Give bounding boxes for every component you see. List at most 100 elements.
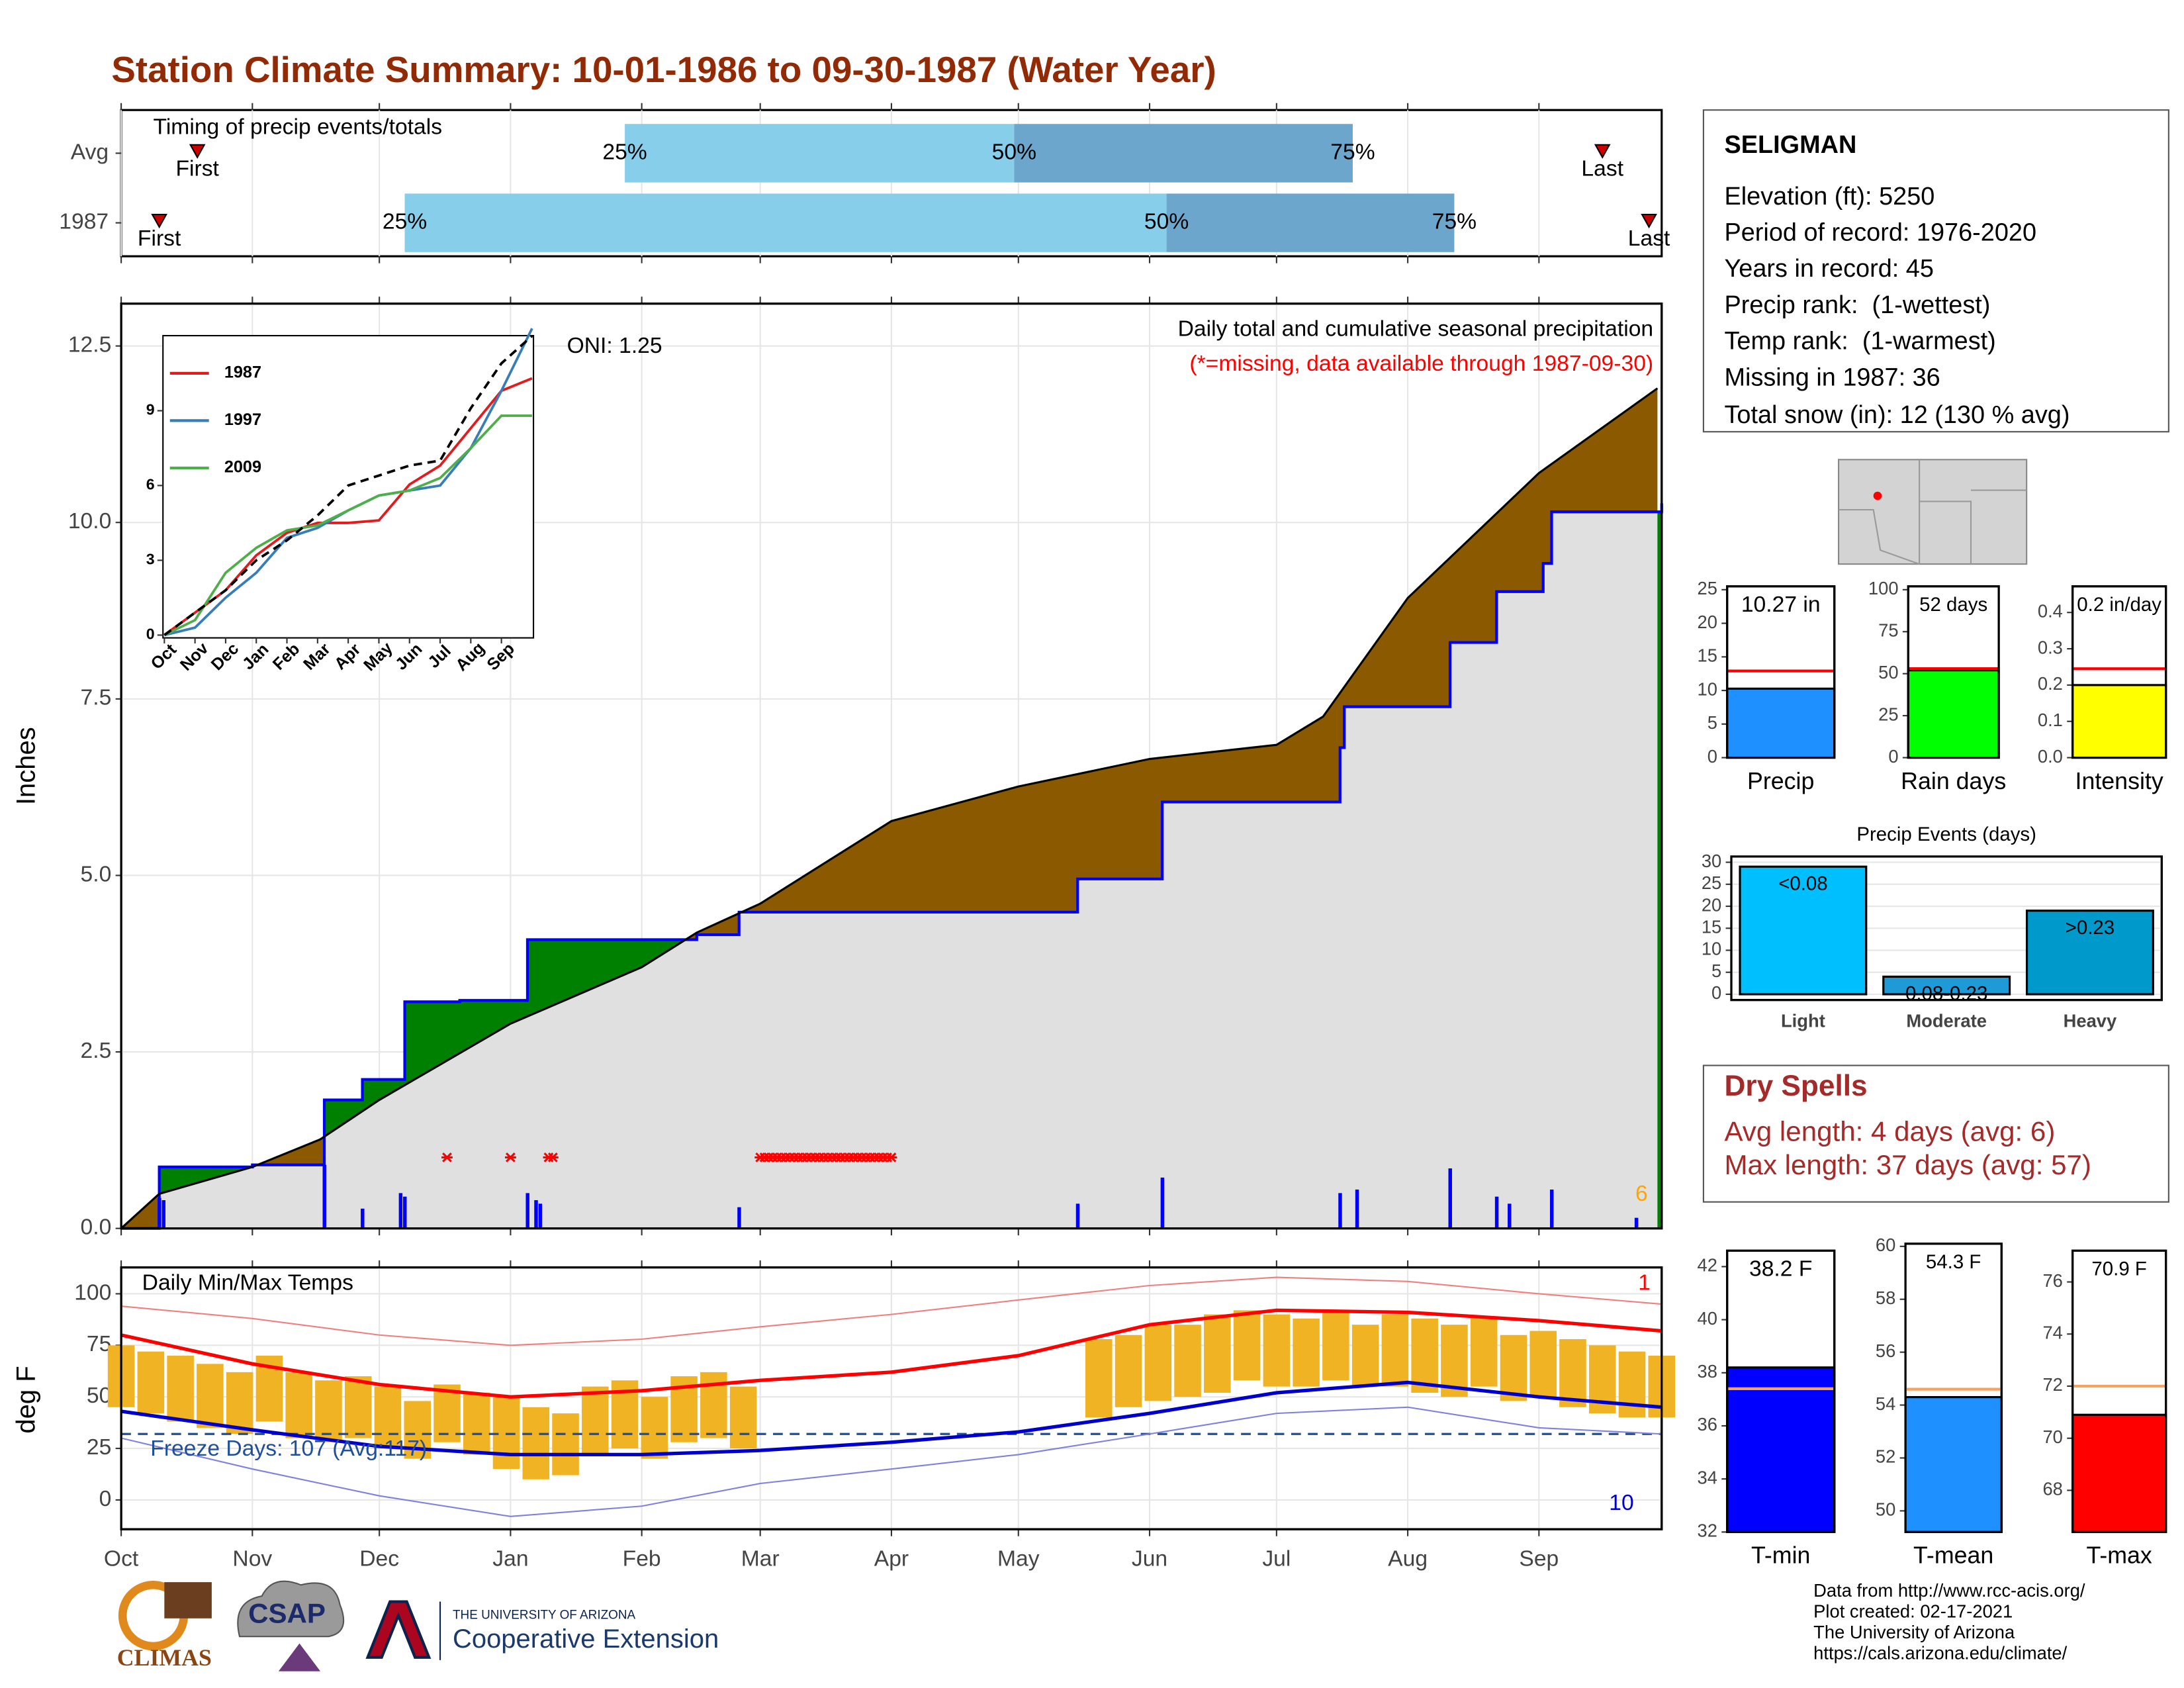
y-tick-label: 10 <box>1702 939 1721 959</box>
bar <box>1882 975 2011 996</box>
logos: CLIMAS CSAP THE UNIVERSITY OF ARIZONA Co… <box>117 1580 719 1671</box>
y-tick-label: 20 <box>1698 612 1717 632</box>
daily-bar <box>1549 1190 1554 1229</box>
station-line: Period of record: 1976-2020 <box>1724 218 2036 246</box>
state-borders <box>1839 459 2027 565</box>
y-tick-label: 50 <box>1876 1499 1895 1520</box>
y-tick-label: 0 <box>1707 746 1717 767</box>
base-area <box>121 503 1658 1229</box>
y-tick-label: 50 <box>1878 662 1898 682</box>
station-line: Years in record: 45 <box>1724 255 1933 283</box>
y-tick-label: 36 <box>1698 1414 1717 1434</box>
x-tick-label: Light <box>1781 1011 1825 1031</box>
freeze-label: Freeze Days: 107 (Avg:117) <box>150 1436 427 1461</box>
plot-frame <box>1726 585 1836 759</box>
event-marker <box>189 144 206 159</box>
temp-range-bar <box>315 1380 342 1442</box>
daily-bar <box>1634 1217 1639 1229</box>
x-tick-label: Feb <box>623 1546 661 1571</box>
row-label: 1987 <box>59 210 109 234</box>
y-tick-label: 72 <box>2042 1374 2062 1395</box>
y-tick-label: 0.1 <box>2038 710 2063 730</box>
x-tick-label: Sep <box>1519 1546 1559 1571</box>
bar <box>1739 865 1868 996</box>
daily-bar <box>525 1193 529 1229</box>
chart-title: Daily Min/Max Temps <box>142 1271 353 1295</box>
x-tick-label: Aug <box>1388 1546 1428 1571</box>
bar <box>1726 1366 1836 1533</box>
station-line: Temp rank: (1-warmest) <box>1724 328 1995 355</box>
daily-bar <box>1160 1177 1165 1229</box>
quantile-label: 25% <box>602 140 647 164</box>
temp-range-bar <box>641 1397 668 1459</box>
inset-line <box>163 414 532 637</box>
station-name: SELIGMAN <box>1724 131 1856 159</box>
temp-range-bar <box>433 1384 461 1442</box>
daily-bar <box>1355 1190 1359 1229</box>
x-tick-label: Heavy <box>2064 1011 2117 1031</box>
x-tick-label: Nov <box>232 1546 272 1571</box>
temp-range-bar <box>285 1372 312 1438</box>
y-tick-label: 0 <box>146 626 155 643</box>
y-tick-label: 9 <box>146 401 155 418</box>
daily-bar <box>1075 1203 1080 1229</box>
daily-bar <box>534 1200 538 1229</box>
y-tick-label: 100 <box>74 1280 111 1305</box>
temp-range-bar <box>1351 1325 1379 1387</box>
timing-title: Timing of precip events/totals <box>154 115 443 139</box>
y-tick-label: 15 <box>1702 917 1721 937</box>
temp-line <box>120 1380 1662 1457</box>
quantile-label: 75% <box>1330 140 1375 164</box>
temp-range-bar <box>1263 1314 1291 1387</box>
temp-range-bar <box>1204 1314 1231 1393</box>
plot-frame <box>120 303 1663 1230</box>
temp-range-bar <box>1322 1310 1349 1381</box>
x-tick-label: Jul <box>1262 1546 1291 1571</box>
missing-marker <box>886 1152 897 1162</box>
station-line: Total snow (in): 12 (130 % avg) <box>1724 401 2070 429</box>
daily-bar <box>1338 1193 1342 1229</box>
temp-range-bar <box>463 1392 490 1455</box>
timing-bar <box>404 193 1167 252</box>
temp-range-bar <box>374 1386 402 1449</box>
y-tick-label: 10.0 <box>68 509 112 534</box>
x-tick-label: Intensity <box>2075 768 2163 794</box>
y-tick-label: 25 <box>1698 578 1717 598</box>
value-label: 54.3 F <box>1926 1251 1981 1273</box>
bar <box>1904 1396 2003 1533</box>
bar <box>2071 1413 2167 1533</box>
y-tick-label: 75 <box>87 1332 111 1356</box>
y-axis-label: deg F <box>12 1366 41 1433</box>
event-marker <box>1641 213 1657 229</box>
y-tick-label: 2.5 <box>81 1039 112 1063</box>
temp-range-bar <box>197 1364 224 1428</box>
y-tick-label: 25 <box>1878 704 1898 724</box>
y-tick-label: 74 <box>2042 1323 2062 1343</box>
y-tick-label: 76 <box>2042 1270 2062 1291</box>
temp-range-bar <box>1411 1318 1438 1393</box>
chart-title: Daily total and cumulative seasonal prec… <box>1178 317 1654 342</box>
y-tick-label: 52 <box>1876 1446 1895 1467</box>
cumulative-line <box>121 503 1663 1230</box>
y-tick-label: 0.0 <box>81 1215 112 1240</box>
station-box <box>1702 109 2169 433</box>
x-tick-label: Rain days <box>1901 768 2006 794</box>
y-tick-label: 42 <box>1698 1255 1717 1276</box>
temp-range-bar <box>1381 1314 1409 1387</box>
x-tick-label: Jun <box>1132 1546 1167 1571</box>
y-tick-label: 25 <box>87 1435 111 1460</box>
x-tick-label: Oct <box>104 1546 139 1571</box>
daily-bar <box>1448 1168 1452 1229</box>
temp-range-bar <box>344 1376 372 1438</box>
csap-logo: CSAP <box>248 1598 326 1629</box>
y-tick-label: 54 <box>1876 1393 1895 1414</box>
legend-label: 2009 <box>224 458 261 477</box>
temp-range-bar <box>1233 1310 1261 1381</box>
temp-range-bar <box>522 1407 550 1479</box>
x-tick-label: T-mean <box>1913 1542 1993 1569</box>
y-tick-label: 10 <box>1698 679 1717 699</box>
ua-a <box>365 1600 432 1659</box>
y-tick-label: 50 <box>87 1383 111 1408</box>
y-tick-label: 15 <box>1698 645 1717 666</box>
dry-spells-box <box>1702 1064 2169 1203</box>
